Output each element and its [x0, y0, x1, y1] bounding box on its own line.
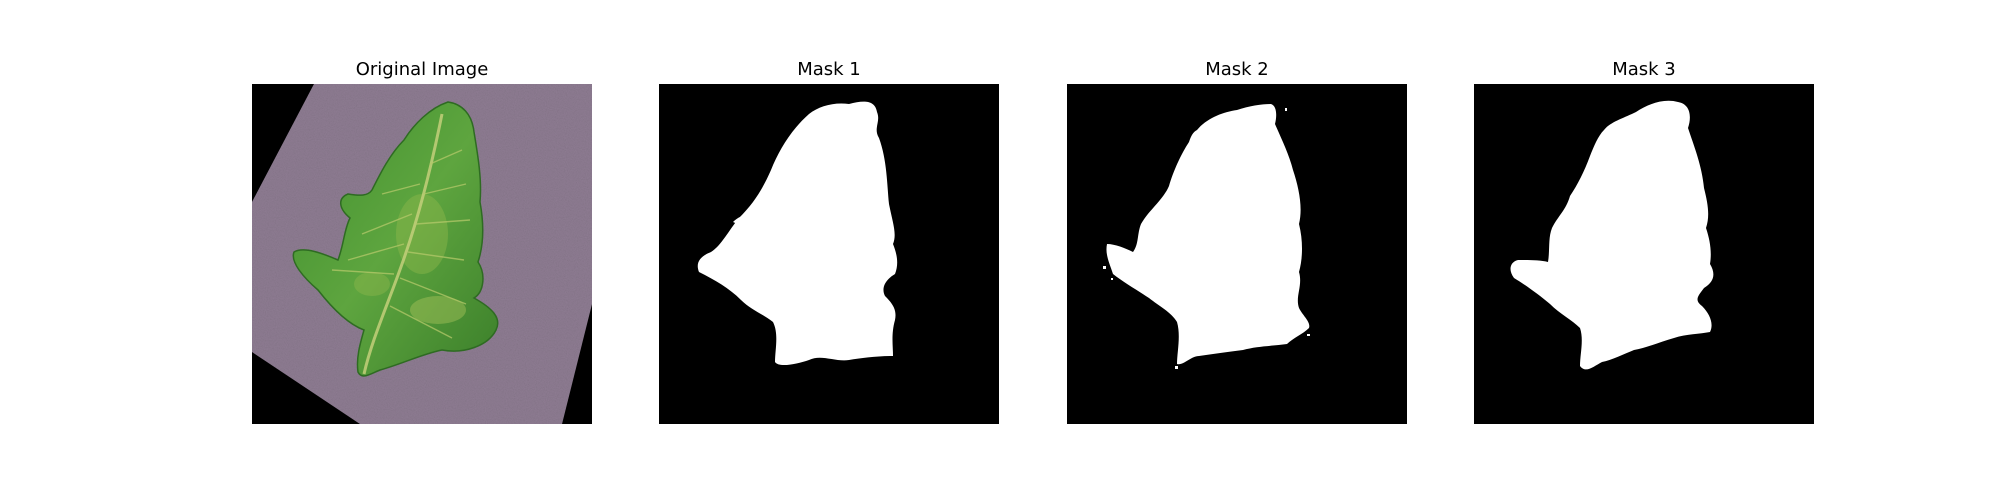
panel-title: Mask 1 — [797, 59, 861, 80]
mask-3-image — [1474, 84, 1814, 424]
original-image — [252, 84, 592, 424]
mask-1-image — [659, 84, 999, 424]
panel-mask-2: Mask 2 — [1067, 58, 1407, 424]
panel-title: Mask 2 — [1205, 59, 1269, 80]
mask-3-shape — [1474, 84, 1814, 424]
mask-1-shape — [659, 84, 999, 424]
leaf — [292, 101, 499, 377]
panel-title: Original Image — [355, 59, 489, 80]
panel-title: Mask 3 — [1612, 59, 1676, 80]
panel-mask-3: Mask 3 — [1474, 58, 1814, 424]
mask-2-image — [1067, 84, 1407, 424]
panel-original: Original Image — [252, 58, 592, 424]
panel-mask-1: Mask 1 — [659, 58, 999, 424]
leaf-photo — [252, 84, 592, 424]
mask-2-shape — [1067, 84, 1407, 424]
